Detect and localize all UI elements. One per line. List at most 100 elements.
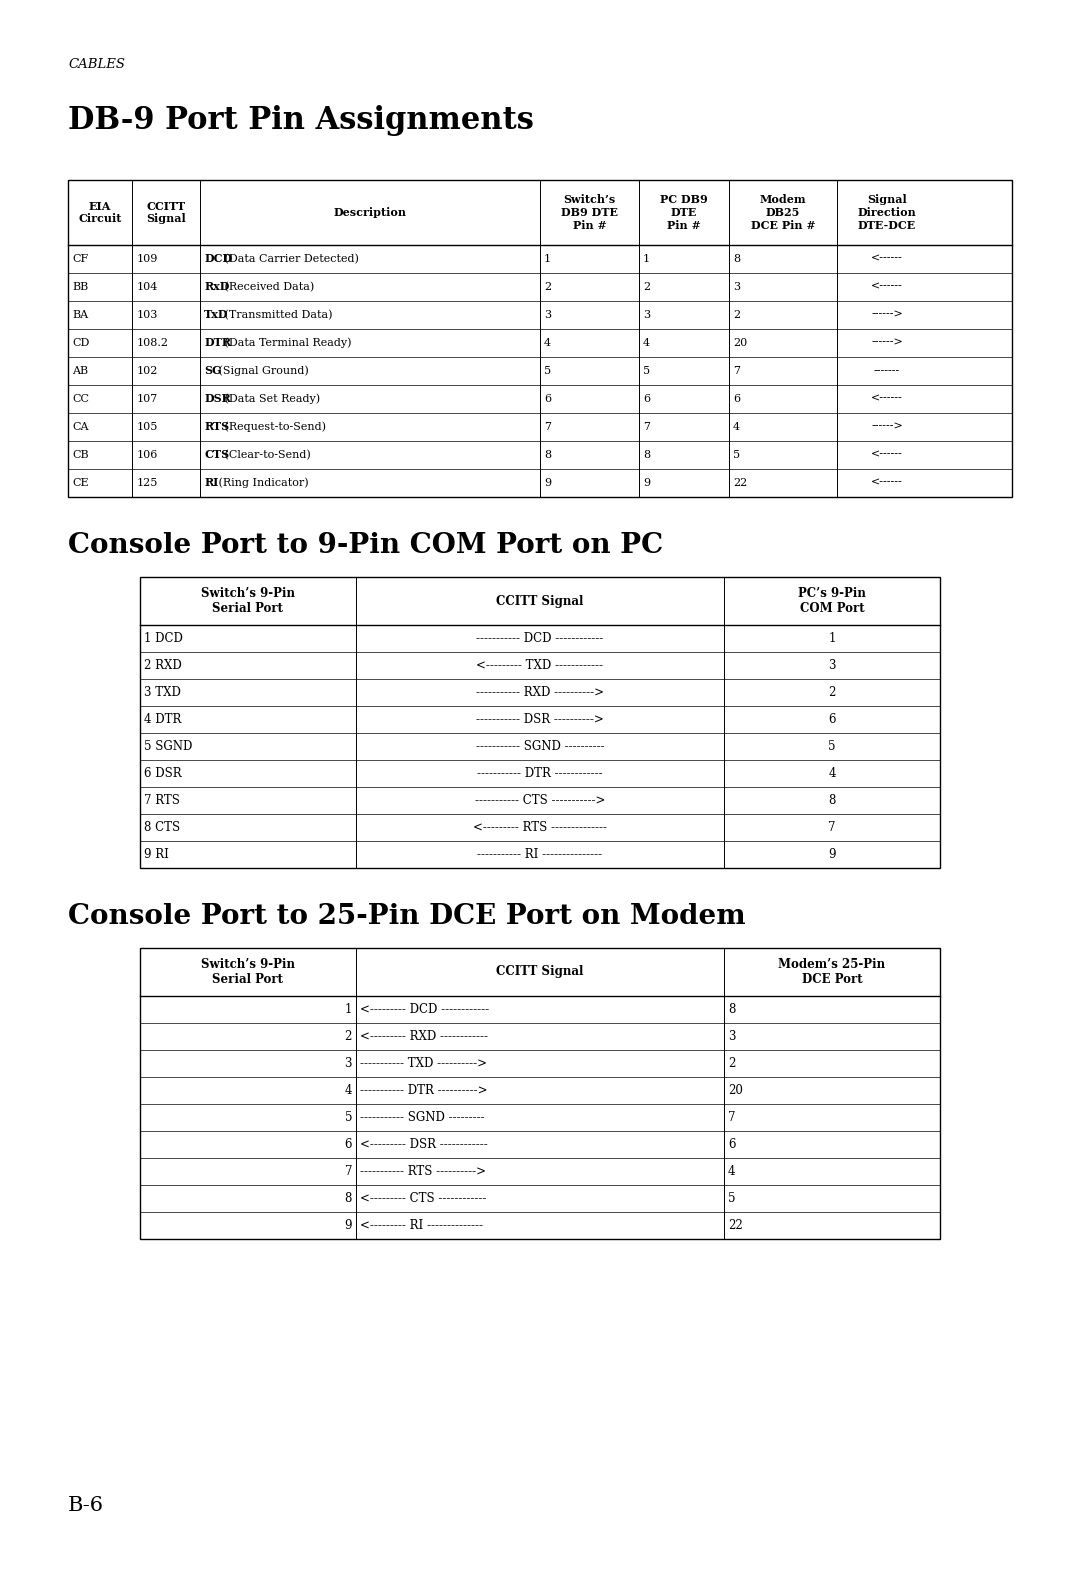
Text: CA: CA xyxy=(72,422,89,432)
Text: ------>: ------> xyxy=(872,309,903,320)
Text: 7: 7 xyxy=(544,422,551,432)
Text: ----------- RXD ---------->: ----------- RXD ----------> xyxy=(476,686,604,699)
Text: RI: RI xyxy=(204,477,218,488)
Bar xyxy=(68,181,1012,498)
Text: (Clear-to-Send): (Clear-to-Send) xyxy=(220,451,310,460)
Text: 4: 4 xyxy=(728,1165,735,1178)
Text: <--------- RI --------------: <--------- RI -------------- xyxy=(360,1218,483,1232)
Text: 4: 4 xyxy=(828,768,836,780)
Text: 20: 20 xyxy=(733,338,747,349)
Text: 22: 22 xyxy=(728,1218,743,1232)
Text: 4: 4 xyxy=(345,1083,352,1097)
Text: ----------- RTS ---------->: ----------- RTS ----------> xyxy=(360,1165,486,1178)
Text: Console Port to 9-Pin COM Port on PC: Console Port to 9-Pin COM Port on PC xyxy=(68,532,663,559)
Text: (Data Terminal Ready): (Data Terminal Ready) xyxy=(220,338,351,349)
Text: Description: Description xyxy=(334,207,406,218)
Text: ------>: ------> xyxy=(872,338,903,349)
Text: RTS: RTS xyxy=(204,421,229,432)
Text: 103: 103 xyxy=(136,309,158,320)
Text: 5: 5 xyxy=(643,366,650,375)
Text: 5: 5 xyxy=(345,1112,352,1124)
Text: 7: 7 xyxy=(345,1165,352,1178)
Text: Switch’s 9-Pin
Serial Port: Switch’s 9-Pin Serial Port xyxy=(201,587,295,615)
Text: (Data Set Ready): (Data Set Ready) xyxy=(220,394,320,405)
Text: 5: 5 xyxy=(544,366,551,375)
Text: (Ring Indicator): (Ring Indicator) xyxy=(215,477,309,488)
Text: DSR: DSR xyxy=(204,394,231,405)
Text: 125: 125 xyxy=(136,477,158,488)
Text: -------: ------- xyxy=(874,366,900,375)
Text: 3: 3 xyxy=(733,283,740,292)
Text: 6: 6 xyxy=(828,713,836,725)
Text: (Transmitted Data): (Transmitted Data) xyxy=(220,309,333,320)
Text: CF: CF xyxy=(72,254,89,264)
Text: ----------- DTR ---------->: ----------- DTR ----------> xyxy=(360,1083,487,1097)
Text: <--------- DSR ------------: <--------- DSR ------------ xyxy=(360,1138,488,1151)
Text: 4: 4 xyxy=(733,422,740,432)
Text: 3: 3 xyxy=(345,1057,352,1071)
Text: 7: 7 xyxy=(828,821,836,834)
Text: 8: 8 xyxy=(544,451,551,460)
Text: CE: CE xyxy=(72,477,89,488)
Text: Signal
Direction
DTE-DCE: Signal Direction DTE-DCE xyxy=(858,195,916,231)
Text: Switch’s 9-Pin
Serial Port: Switch’s 9-Pin Serial Port xyxy=(201,958,295,986)
Text: 9: 9 xyxy=(345,1218,352,1232)
Text: B-6: B-6 xyxy=(68,1496,104,1515)
Text: CTS: CTS xyxy=(204,449,229,460)
Text: 3: 3 xyxy=(544,309,551,320)
Text: 108.2: 108.2 xyxy=(136,338,168,349)
Text: <--------- TXD ------------: <--------- TXD ------------ xyxy=(476,659,604,672)
Text: <------: <------ xyxy=(872,394,903,403)
Text: <------: <------ xyxy=(872,451,903,460)
Text: 8: 8 xyxy=(643,451,650,460)
Text: 2: 2 xyxy=(828,686,836,699)
Text: 109: 109 xyxy=(136,254,158,264)
Text: CC: CC xyxy=(72,394,89,403)
Text: CCITT Signal: CCITT Signal xyxy=(497,595,583,608)
Text: Console Port to 25-Pin DCE Port on Modem: Console Port to 25-Pin DCE Port on Modem xyxy=(68,903,745,929)
Text: 3 TXD: 3 TXD xyxy=(144,686,180,699)
Text: 8: 8 xyxy=(828,794,836,807)
Text: BB: BB xyxy=(72,283,89,292)
Text: ----------- DSR ---------->: ----------- DSR ----------> xyxy=(476,713,604,725)
Text: 6 DSR: 6 DSR xyxy=(144,768,181,780)
Text: CCITT Signal: CCITT Signal xyxy=(497,966,583,978)
Text: ----------- CTS ----------->: ----------- CTS -----------> xyxy=(475,794,605,807)
Text: EIA
Circuit: EIA Circuit xyxy=(79,201,122,225)
Text: 3: 3 xyxy=(728,1030,735,1042)
Bar xyxy=(140,578,940,868)
Text: <--------- DCD ------------: <--------- DCD ------------ xyxy=(360,1003,489,1016)
Text: CCITT
Signal: CCITT Signal xyxy=(146,201,186,225)
Text: 6: 6 xyxy=(643,394,650,403)
Text: 6: 6 xyxy=(728,1138,735,1151)
Text: CABLES: CABLES xyxy=(68,58,125,71)
Text: SG: SG xyxy=(204,366,221,377)
Text: ----------- DCD ------------: ----------- DCD ------------ xyxy=(476,633,604,645)
Text: 5: 5 xyxy=(733,451,740,460)
Text: <------: <------ xyxy=(872,477,903,488)
Text: 9: 9 xyxy=(828,848,836,860)
Text: (Request-to-Send): (Request-to-Send) xyxy=(220,422,326,432)
Text: BA: BA xyxy=(72,309,89,320)
Text: 1: 1 xyxy=(643,254,650,264)
Text: AB: AB xyxy=(72,366,89,375)
Text: 7: 7 xyxy=(728,1112,735,1124)
Text: 1: 1 xyxy=(345,1003,352,1016)
Text: 7: 7 xyxy=(733,366,740,375)
Text: ----------- DTR ------------: ----------- DTR ------------ xyxy=(477,768,603,780)
Text: 9 RI: 9 RI xyxy=(144,848,168,860)
Text: 8: 8 xyxy=(345,1192,352,1206)
Text: <--------- CTS ------------: <--------- CTS ------------ xyxy=(360,1192,486,1206)
Bar xyxy=(140,948,940,1239)
Text: 5: 5 xyxy=(828,739,836,754)
Text: 1: 1 xyxy=(544,254,551,264)
Text: 8: 8 xyxy=(728,1003,735,1016)
Text: 2: 2 xyxy=(733,309,740,320)
Text: DCD: DCD xyxy=(204,253,232,264)
Text: 7: 7 xyxy=(643,422,650,432)
Text: 106: 106 xyxy=(136,451,158,460)
Text: DB-9 Port Pin Assignments: DB-9 Port Pin Assignments xyxy=(68,105,534,137)
Text: Modem
DB25
DCE Pin #: Modem DB25 DCE Pin # xyxy=(751,195,815,231)
Text: DTR: DTR xyxy=(204,338,231,349)
Text: ----------- SGND ---------: ----------- SGND --------- xyxy=(360,1112,485,1124)
